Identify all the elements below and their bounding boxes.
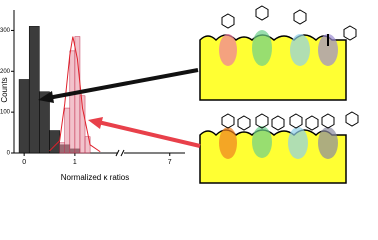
arrows — [38, 68, 201, 148]
diagram-top — [199, 5, 357, 101]
diagram-bottom — [199, 111, 359, 184]
bar — [49, 130, 60, 154]
bar — [79, 95, 86, 154]
bar — [28, 26, 40, 154]
axis-break — [115, 149, 125, 157]
y-tick-label: 300 — [0, 28, 11, 34]
x-axis-label: Normalized κ ratios — [61, 173, 129, 182]
figure: 0 100 200 300 0 1 7 Counts Normalized κ ratios — [0, 5, 359, 184]
bar — [39, 91, 50, 154]
x-tick-label: 7 — [168, 159, 172, 166]
fit-curve — [49, 36, 101, 153]
y-tick-label: 0 — [7, 151, 11, 157]
bar — [64, 107, 71, 154]
y-tick-label: 200 — [0, 69, 11, 75]
x-tick-label: 0 — [22, 159, 26, 166]
x-tick-label: 1 — [73, 159, 77, 166]
y-tick-label: 100 — [0, 110, 11, 116]
y-axis-label: Counts — [0, 77, 9, 102]
bar — [18, 79, 30, 154]
bar — [59, 142, 65, 154]
chart: 0 100 200 300 0 1 7 — [0, 10, 185, 166]
bar — [69, 50, 76, 154]
